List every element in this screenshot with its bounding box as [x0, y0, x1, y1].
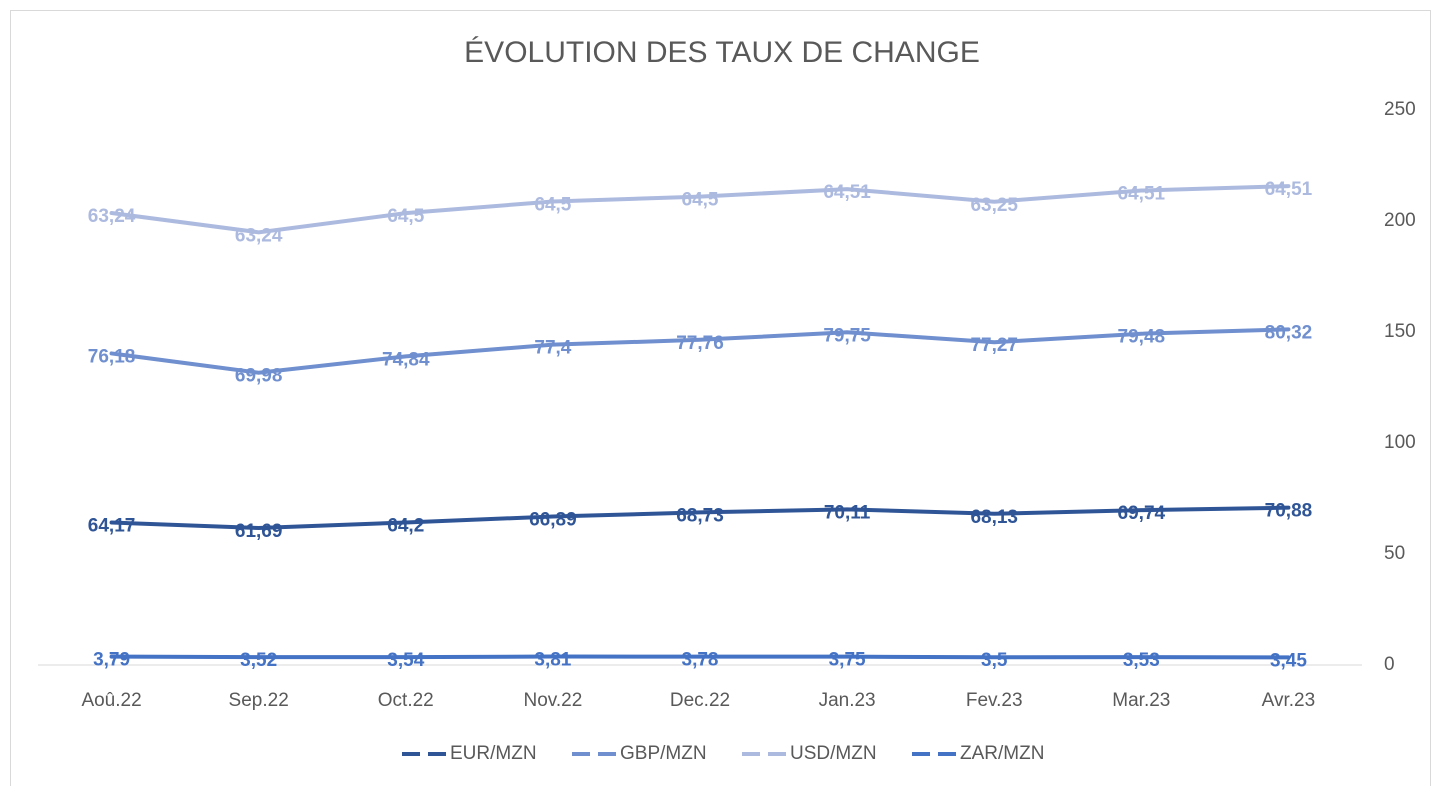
data-label: 68,13: [970, 507, 1018, 528]
x-tick-label: Oct.22: [378, 690, 434, 711]
y-tick-label: 50: [1384, 543, 1405, 564]
data-label: 74,84: [382, 349, 430, 370]
data-label: 64,51: [1265, 179, 1313, 200]
x-tick-label: Fev.23: [966, 690, 1023, 711]
data-label: 63,25: [970, 195, 1018, 216]
data-label: 3,54: [387, 650, 424, 671]
data-label: 3,78: [682, 650, 719, 671]
y-tick-label: 150: [1384, 321, 1416, 342]
data-label: 77,27: [970, 335, 1018, 356]
data-label: 64,2: [387, 515, 424, 536]
x-tick-label: Jan.23: [819, 690, 876, 711]
data-label: 64,5: [682, 190, 719, 211]
data-label: 79,48: [1118, 327, 1166, 348]
data-label: 64,51: [1118, 184, 1166, 205]
data-label: 66,89: [529, 510, 577, 531]
data-label: 68,73: [676, 505, 724, 526]
chart-border: [10, 10, 1431, 786]
legend-label: ZAR/MZN: [960, 743, 1044, 764]
chart-title: ÉVOLUTION DES TAUX DE CHANGE: [464, 36, 980, 69]
data-label: 64,5: [534, 195, 571, 216]
data-label: 80,32: [1265, 322, 1313, 343]
y-tick-label: 200: [1384, 210, 1416, 231]
data-label: 76,18: [88, 346, 136, 367]
data-label: 64,17: [88, 516, 136, 537]
data-label: 77,76: [676, 333, 724, 354]
data-label: 3,52: [240, 650, 277, 671]
legend-label: USD/MZN: [790, 743, 877, 764]
data-label: 70,88: [1265, 501, 1313, 522]
data-label: 63,24: [235, 225, 283, 246]
series-line: [109, 654, 1291, 660]
data-label: 3,53: [1123, 650, 1160, 671]
y-tick-label: 100: [1384, 432, 1416, 453]
y-tick-label: 0: [1384, 654, 1395, 675]
y-tick-label: 250: [1384, 99, 1416, 120]
x-tick-label: Aoû.22: [81, 690, 141, 711]
data-label: 77,4: [534, 338, 571, 359]
x-tick-label: Sep.22: [229, 690, 289, 711]
data-label: 3,75: [829, 650, 866, 671]
x-tick-label: Nov.22: [523, 690, 582, 711]
data-label: 3,81: [534, 650, 571, 671]
series-line: [109, 505, 1291, 531]
legend-label: EUR/MZN: [450, 743, 537, 764]
series-line: [109, 327, 1291, 375]
data-label: 79,75: [823, 325, 871, 346]
x-tick-label: Mar.23: [1112, 690, 1170, 711]
data-label: 64,51: [823, 182, 871, 203]
series-line: [109, 184, 1291, 235]
data-label: 3,5: [981, 650, 1008, 671]
legend-label: GBP/MZN: [620, 743, 707, 764]
x-tick-label: Avr.23: [1262, 690, 1316, 711]
data-label: 3,79: [93, 650, 130, 671]
data-label: 63,24: [88, 206, 136, 227]
data-label: 70,11: [824, 502, 871, 523]
data-label: 69,74: [1118, 503, 1166, 524]
data-label: 69,98: [235, 366, 283, 387]
data-label: 3,45: [1270, 650, 1307, 671]
x-tick-label: Dec.22: [670, 690, 730, 711]
data-label: 61,69: [235, 521, 283, 542]
data-label: 64,5: [387, 206, 424, 227]
